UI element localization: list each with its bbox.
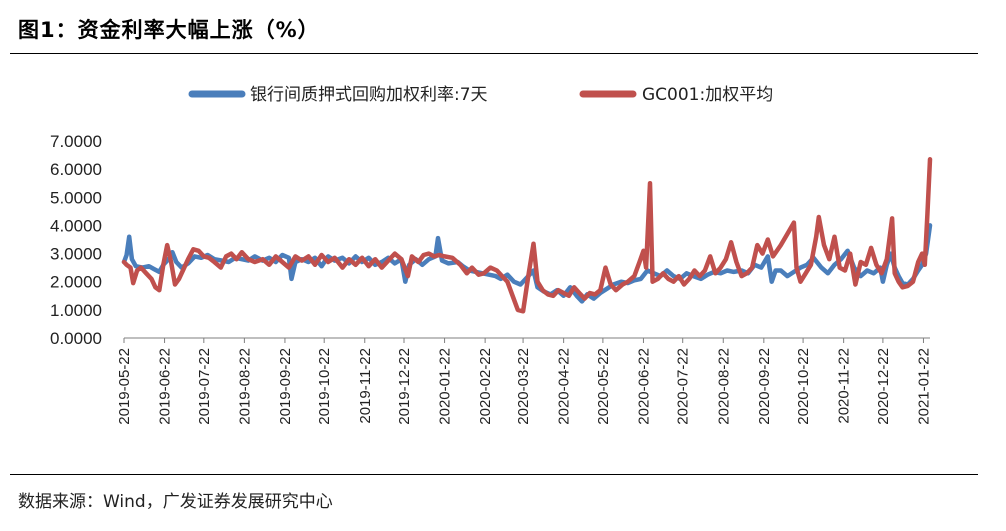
x-tick-label: 2020-02-22 xyxy=(477,348,494,425)
legend-label-repo-7d: 银行间质押式回购加权利率:7天 xyxy=(250,85,488,105)
x-tick-label: 2019-06-22 xyxy=(157,348,174,425)
x-tick-label: 2020-09-22 xyxy=(756,348,773,425)
series-layer xyxy=(121,157,933,314)
y-tick-label: 7.0000 xyxy=(50,132,102,151)
y-tick-label: 0.0000 xyxy=(50,329,102,348)
x-tick-label: 2019-12-22 xyxy=(396,348,413,425)
y-tick-label: 5.0000 xyxy=(50,188,102,207)
legend-item-repo-7d: 银行间质押式回购加权利率:7天 xyxy=(188,85,488,105)
legend-item-gc001: GC001:加权平均 xyxy=(579,85,773,105)
x-tick-label: 2020-07-22 xyxy=(675,348,692,425)
legend-label-gc001: GC001:加权平均 xyxy=(642,85,773,105)
x-tick-label: 2021-01-22 xyxy=(915,348,932,425)
x-tick-label: 2020-10-22 xyxy=(795,348,812,425)
figure-title: 图1：资金利率大幅上涨（%） xyxy=(18,18,320,42)
y-axis: 0.0000 1.0000 2.0000 3.0000 4.0000 5.0000 6.00… xyxy=(50,132,102,348)
x-tick-label: 2019-07-22 xyxy=(196,348,213,425)
legend: 银行间质押式回购加权利率:7天 GC001:加权平均 xyxy=(188,85,773,105)
y-tick-label: 4.0000 xyxy=(50,216,102,235)
title-divider xyxy=(10,53,978,54)
x-axis: 2019-05-22 2019-06-22 2019-07-22 2019-08-22… xyxy=(116,337,932,425)
y-tick-label: 2.0000 xyxy=(50,273,102,292)
x-tick-label: 2020-03-22 xyxy=(515,348,532,425)
y-tick-label: 6.0000 xyxy=(50,160,102,179)
y-tick-label: 1.0000 xyxy=(50,301,102,320)
x-tick-label: 2020-01-22 xyxy=(437,348,454,425)
x-tick-label: 2020-11-22 xyxy=(836,348,853,424)
x-tick-label: 2020-06-22 xyxy=(635,348,652,425)
x-tick-label: 2019-09-22 xyxy=(277,348,294,425)
y-tick-label: 3.0000 xyxy=(50,245,102,264)
x-tick-label: 2020-04-22 xyxy=(556,348,573,425)
x-tick-label: 2020-05-22 xyxy=(595,348,612,425)
source-note: 数据来源：Wind，广发证券发展研究中心 xyxy=(18,492,333,512)
source-divider xyxy=(10,474,978,475)
x-tick-label: 2019-08-22 xyxy=(236,348,253,425)
series-line-gc001 xyxy=(121,157,933,314)
x-tick-label: 2019-10-22 xyxy=(316,348,333,425)
x-tick-label: 2019-11-22 xyxy=(357,348,374,424)
x-tick-label: 2019-05-22 xyxy=(116,348,133,425)
x-tick-label: 2020-12-22 xyxy=(875,348,892,425)
x-tick-label: 2020-08-22 xyxy=(715,348,732,425)
